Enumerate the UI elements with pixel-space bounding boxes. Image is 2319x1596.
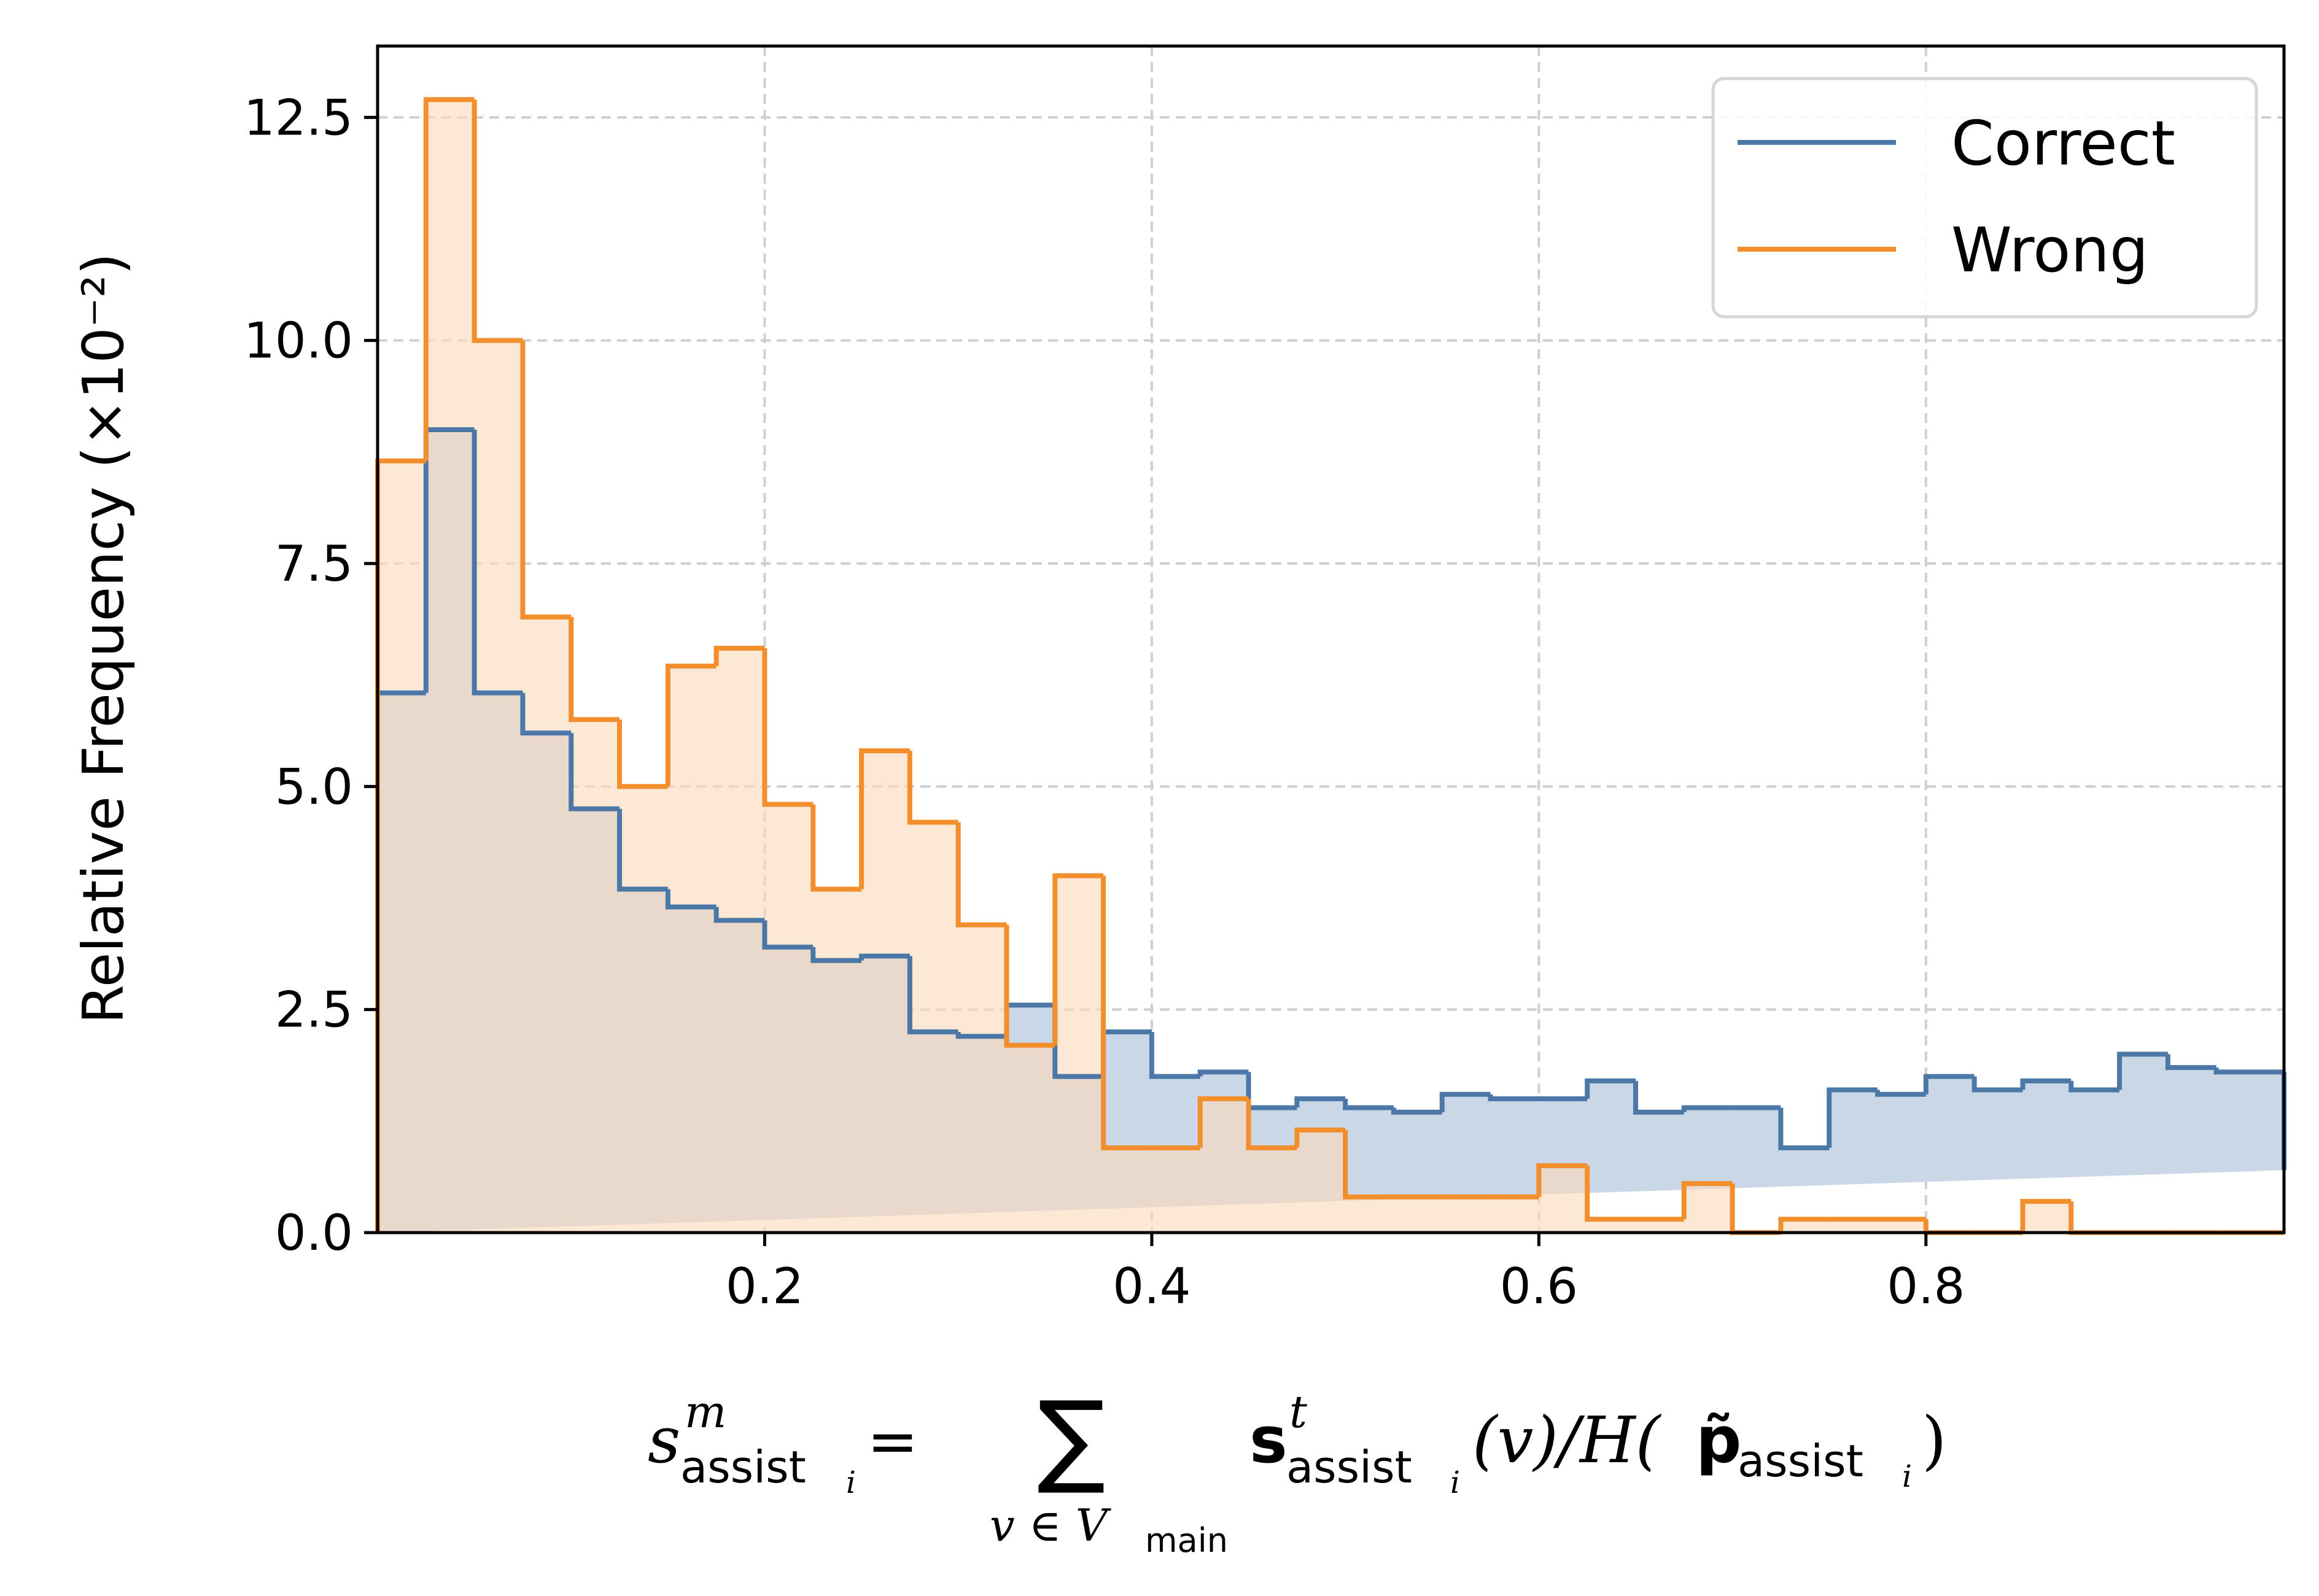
bar-wrong-35 <box>2068 1201 2120 1235</box>
x-axis: 0.2 0.4 0.6 0.8 <box>726 1233 1965 1315</box>
series-fills <box>378 99 2284 1233</box>
bar-correct-23 <box>1488 1094 1539 1101</box>
legend-label-wrong: Wrong <box>1951 214 2148 286</box>
x-axis-label: s m assist i = ∑ v ∈ V main s t assist i… <box>648 1379 1947 1560</box>
bar-wrong-10 <box>859 748 910 889</box>
bar-correct-29 <box>1778 1107 1830 1150</box>
bar-wrong-14 <box>1052 873 1104 1045</box>
bar-wrong-3 <box>520 340 572 620</box>
bar-wrong-8 <box>762 648 814 807</box>
xlabel-sum-under: v ∈ V <box>990 1500 1112 1551</box>
bar-wrong-24 <box>1536 1163 1588 1197</box>
x-tick-label-1: 0.4 <box>1113 1258 1191 1315</box>
bar-wrong-7 <box>713 646 765 667</box>
x-tick-label-3: 0.8 <box>1887 1258 1965 1315</box>
bar-wrong-6 <box>665 664 717 787</box>
bar-wrong-19 <box>1294 1127 1346 1148</box>
bar-correct-8 <box>762 920 814 950</box>
bar-wrong-27 <box>1681 1181 1733 1220</box>
bar-correct-3 <box>520 692 572 736</box>
bar-wrong-34 <box>2020 1199 2072 1233</box>
bar-correct-4 <box>569 733 620 812</box>
bar-wrong-11 <box>907 751 958 825</box>
xlabel-lhs-sub: assist <box>680 1441 806 1493</box>
bar-correct-19 <box>1294 1096 1346 1108</box>
xlabel-close: ) <box>1922 1403 1947 1478</box>
bar-wrong-18 <box>1246 1098 1297 1150</box>
y-tick-label-2: 5.0 <box>275 758 353 815</box>
y-axis: 0.0 2.5 5.0 7.5 10.0 12.5 <box>244 89 378 1261</box>
bar-correct-27 <box>1681 1105 1733 1112</box>
bar-wrong-25 <box>1585 1166 1636 1222</box>
xlabel-p-sub: assist <box>1738 1435 1863 1487</box>
bar-wrong-2 <box>472 99 523 343</box>
bar-correct-16 <box>1149 1031 1200 1079</box>
bar-correct-17 <box>1197 1069 1249 1077</box>
xlabel-equals: = <box>867 1405 919 1477</box>
xlabel-lhs-subsub: i <box>846 1465 856 1500</box>
bar-wrong-28 <box>1730 1183 1781 1235</box>
y-tick-label-5: 12.5 <box>244 89 353 146</box>
bar-wrong-13 <box>1004 924 1055 1048</box>
bar-wrong-32 <box>1923 1219 1975 1235</box>
xlabel-term-sub: assist <box>1286 1441 1412 1493</box>
bar-correct-32 <box>1923 1074 1975 1094</box>
bar-wrong-5 <box>617 719 668 789</box>
xlabel-p-symbol: p̃ <box>1696 1403 1741 1478</box>
bar-wrong-17 <box>1197 1096 1249 1148</box>
xlabel-term-symbol: s <box>1249 1403 1288 1478</box>
xlabel-term-subsub: i <box>1450 1465 1460 1500</box>
bar-correct-9 <box>810 947 862 963</box>
bar-wrong-1 <box>423 97 475 461</box>
bar-correct-26 <box>1633 1080 1684 1115</box>
xlabel-sum-under-sub: main <box>1145 1521 1228 1560</box>
bar-wrong-20 <box>1343 1129 1394 1199</box>
bar-correct-18 <box>1246 1072 1297 1110</box>
bar-correct-10 <box>859 953 910 961</box>
y-tick-label-3: 7.5 <box>275 535 353 592</box>
bar-wrong-15 <box>1101 875 1152 1150</box>
bar-correct-6 <box>665 889 717 910</box>
bar-correct-36 <box>2117 1052 2168 1090</box>
bar-correct-31 <box>1875 1090 1926 1097</box>
xlabel-term-sup: t <box>1289 1386 1308 1438</box>
bar-correct-20 <box>1343 1098 1394 1110</box>
bar-correct-22 <box>1439 1091 1491 1112</box>
bar-wrong-4 <box>569 617 620 722</box>
plot-frame <box>376 44 2286 1234</box>
bar-correct-12 <box>955 1031 1007 1039</box>
legend: Correct Wrong <box>1711 77 2258 319</box>
xlabel-lhs-symbol: s <box>648 1403 680 1478</box>
xlabel-p-subsub: i <box>1902 1458 1912 1494</box>
y-tick-label-0: 0.0 <box>275 1204 353 1261</box>
bar-correct-2 <box>472 429 523 695</box>
x-tick-label-0: 0.2 <box>726 1258 804 1315</box>
bar-wrong-29 <box>1778 1217 1830 1233</box>
legend-box <box>1711 77 2258 319</box>
bar-correct-30 <box>1827 1087 1878 1148</box>
y-tick-label-1: 2.5 <box>275 982 353 1039</box>
bar-correct-5 <box>617 808 668 892</box>
bar-correct-25 <box>1585 1078 1636 1099</box>
bar-correct-11 <box>907 956 958 1034</box>
bar-correct-21 <box>1391 1107 1442 1115</box>
legend-label-correct: Correct <box>1951 107 2175 179</box>
bar-correct-34 <box>2020 1078 2072 1090</box>
xlabel-sum: ∑ <box>1037 1379 1105 1497</box>
fill-wrong <box>378 99 2284 1233</box>
bar-correct-37 <box>2165 1054 2216 1071</box>
bar-correct-35 <box>2068 1080 2120 1093</box>
bar-correct-7 <box>713 907 765 923</box>
x-tick-label-2: 0.6 <box>1500 1258 1578 1315</box>
xlabel-lhs-sup: m <box>685 1386 726 1438</box>
bar-correct-33 <box>1971 1076 2023 1093</box>
bar-wrong-12 <box>955 822 1007 928</box>
xlabel-term-arg: (v)/H( <box>1472 1403 1662 1478</box>
bar-wrong-9 <box>810 804 862 892</box>
bar-correct-38 <box>2213 1067 2284 1075</box>
y-axis-label: Relative Frequency (×10⁻²) <box>71 253 136 1024</box>
y-tick-label-4: 10.0 <box>244 312 353 370</box>
